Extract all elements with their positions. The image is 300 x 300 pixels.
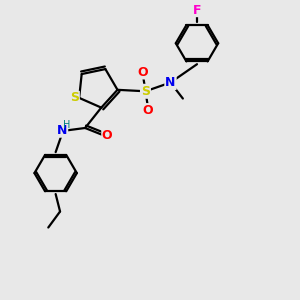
Text: O: O: [142, 104, 153, 117]
Text: N: N: [165, 76, 176, 89]
Text: S: S: [70, 92, 79, 104]
Text: F: F: [193, 4, 201, 16]
Text: O: O: [138, 66, 148, 79]
Text: S: S: [141, 85, 150, 98]
Text: O: O: [102, 129, 112, 142]
Text: N: N: [57, 124, 68, 137]
Text: H: H: [63, 120, 70, 130]
